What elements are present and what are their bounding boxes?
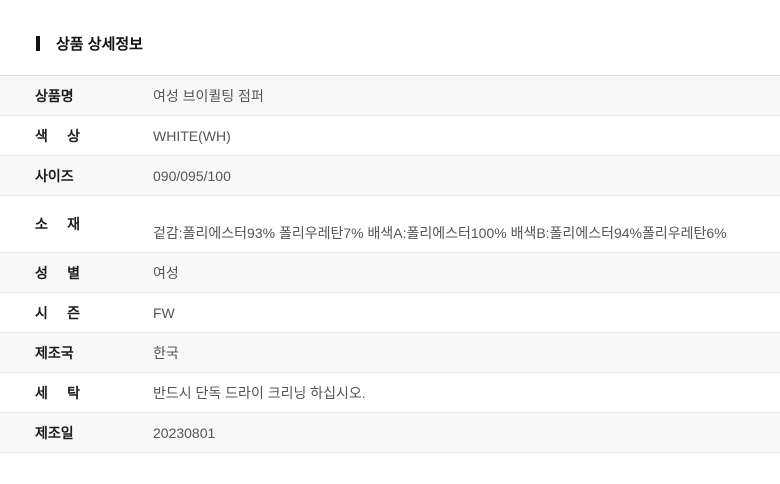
row-value: 여성 [153,264,179,281]
row-label: 사이즈 [35,167,74,184]
row-value: 한국 [153,344,179,361]
table-row-size: 사이즈 090/095/100 [0,156,780,196]
row-label: 제조일 [35,424,74,441]
section-header: 상품 상세정보 [36,34,143,53]
row-value: WHITE(WH) [153,127,231,144]
table-row-country: 제조국 한국 [0,333,780,373]
section-title: 상품 상세정보 [56,35,143,53]
table-row-color: 색 상 WHITE(WH) [0,116,780,156]
row-value: FW [153,304,175,321]
row-value: 090/095/100 [153,167,231,184]
row-value: 반드시 단독 드라이 크리닝 하십시오. [153,384,366,401]
table-row-product-name: 상품명 여성 브이퀼팅 점퍼 [0,76,780,116]
table-row-manufacture-date: 제조일 20230801 [0,413,780,453]
row-value: 겉감:폴리에스터93% 폴리우레탄7% 배색A:폴리에스터100% 배색B:폴리… [153,225,727,241]
row-label: 제조국 [35,344,74,361]
row-label: 소 재 [35,216,80,232]
table-row-gender: 성 별 여성 [0,253,780,293]
table-row-washing: 세 탁 반드시 단독 드라이 크리닝 하십시오. [0,373,780,413]
row-label: 색 상 [35,127,80,144]
table-row-season: 시 즌 FW [0,293,780,333]
table-row-material: 소 재 겉감:폴리에스터93% 폴리우레탄7% 배색A:폴리에스터100% 배색… [0,196,780,253]
row-value: 여성 브이퀼팅 점퍼 [153,87,264,104]
product-info-table: 상품명 여성 브이퀼팅 점퍼 색 상 WHITE(WH) 사이즈 090/095… [0,75,780,453]
title-accent-bar-icon [36,35,40,51]
row-label: 성 별 [35,264,80,281]
row-label: 상품명 [35,87,74,104]
row-value: 20230801 [153,424,216,441]
row-label: 세 탁 [35,384,80,401]
row-label: 시 즌 [35,304,80,321]
